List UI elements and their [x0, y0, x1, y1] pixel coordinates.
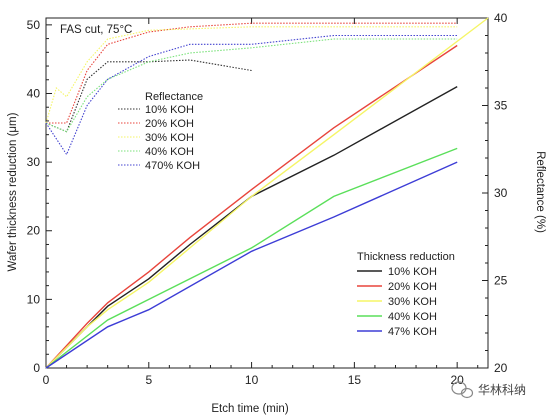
thickness-legend: Thickness reduction 10% KOH 20% KOH 30% KO…: [357, 251, 455, 338]
reflectance-legend-label-30pct-koh: 30% KOH: [145, 132, 194, 144]
reflectance-line-470pct-koh: [45, 34, 458, 156]
y-right-tick-label: 35: [494, 99, 508, 113]
y-left-tick-label: 20: [27, 224, 41, 238]
y-left-tick-label: 50: [27, 18, 41, 32]
x-axis-label: Etch time (min): [211, 403, 288, 415]
chart-annotation: FAS cut, 75°C: [60, 24, 132, 36]
thickness-line-20pct-koh: [45, 44, 458, 369]
thickness-legend-title: Thickness reduction: [357, 251, 455, 263]
reflectance-legend: Reflectance 10% KOH 20% KOH 30% KOH 40% KOH…: [118, 91, 203, 172]
thickness-legend-label-10pct-koh: 10% KOH: [388, 266, 437, 278]
x-tick-label: 5: [145, 373, 152, 387]
thickness-line-40pct-koh: [45, 147, 458, 369]
reflectance-line-30pct-koh: [45, 26, 458, 124]
y-left-tick-label: 30: [27, 155, 41, 169]
thickness-line-30pct-koh: [45, 17, 489, 369]
reflectance-legend-title: Reflectance: [145, 91, 203, 103]
thickness-legend-label-20pct-koh: 20% KOH: [388, 281, 437, 293]
reflectance-line-20pct-koh: [46, 22, 458, 124]
watermark-text: 华林科纳: [478, 383, 526, 397]
y-axis-right-label: Reflectance (%): [534, 151, 546, 233]
wechat-icon: [451, 381, 474, 399]
watermark: 华林科纳: [451, 381, 526, 399]
reflectance-legend-label-10pct-koh: 10% KOH: [145, 104, 194, 116]
thickness-legend-label-30pct-koh: 30% KOH: [388, 296, 437, 308]
reflectance-legend-label-20pct-koh: 20% KOH: [145, 118, 194, 130]
y-right-tick-label: 25: [494, 274, 508, 288]
y-axis-left-label: Wafer thickness reduction (μm): [7, 112, 19, 271]
thickness-legend-label-40pct-koh: 40% KOH: [388, 311, 437, 323]
y-left-tick-label: 10: [27, 292, 41, 306]
reflectance-line-40pct-koh: [45, 38, 458, 133]
reflectance-lines: [45, 22, 458, 156]
x-tick-label: 15: [348, 373, 362, 387]
y-left-tick-label: 0: [33, 361, 40, 375]
thickness-line-47pct-koh: [45, 161, 458, 369]
reflectance-legend-label-40pct-koh: 40% KOH: [145, 146, 194, 158]
y-right-tick-label: 40: [494, 11, 508, 25]
y-right-tick-label: 20: [494, 361, 508, 375]
y-left-tick-label: 40: [27, 86, 41, 100]
reflectance-line-10pct-koh: [45, 59, 252, 133]
x-tick-label: 0: [43, 373, 50, 387]
thickness-lines: [45, 17, 489, 369]
reflectance-legend-label-470pct-koh: 470% KOH: [145, 160, 200, 172]
thickness-legend-label-47pct-koh: 47% KOH: [388, 326, 437, 338]
y-right-tick-label: 30: [494, 186, 508, 200]
x-tick-label: 10: [245, 373, 259, 387]
